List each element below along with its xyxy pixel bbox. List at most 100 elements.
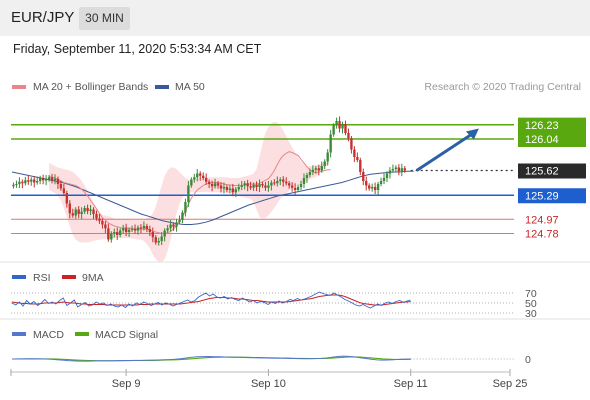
level-label-resistance: 126.04 [525, 134, 559, 146]
candle-body [273, 182, 276, 184]
candle-body [225, 187, 229, 190]
candle-body [290, 185, 294, 188]
forecast-arrow [415, 128, 479, 172]
legend-label-ma20: MA 20 + Bollinger Bands [33, 81, 148, 93]
candle-body [397, 167, 401, 172]
candle-body [276, 181, 279, 184]
macd-line [11, 355, 411, 362]
candle-body [98, 218, 101, 221]
candle-body [341, 124, 344, 129]
candle-body [314, 168, 318, 170]
candle-body [246, 183, 249, 187]
level-lines [11, 123, 514, 234]
candle-body [403, 168, 406, 171]
candles [12, 116, 406, 246]
rsi-tick-label: 70 [525, 288, 537, 300]
candle-body [142, 226, 146, 229]
legend-swatch-ma50 [155, 85, 169, 89]
candle-body [379, 181, 383, 184]
candle-body [308, 172, 312, 175]
legend-label-ma50: MA 50 [175, 81, 205, 93]
x-tick-label: Sep 11 [394, 378, 428, 390]
candle-body [47, 177, 51, 180]
candle-body [267, 185, 270, 188]
candle-body [362, 172, 365, 181]
candle-body [285, 181, 288, 184]
candle-body [335, 121, 338, 126]
macd-panel: 0 [11, 354, 531, 366]
candle-body [166, 228, 169, 231]
candle-body [193, 177, 196, 180]
timeframe-button[interactable]: 30 MIN [79, 7, 130, 30]
candle-body [287, 183, 291, 186]
candle-body [368, 185, 371, 189]
level-label-resistance: 126.23 [525, 120, 559, 132]
candle-body [391, 169, 395, 171]
candle-body [107, 228, 110, 240]
candle-body [282, 179, 285, 182]
candle-body [187, 185, 190, 202]
candle-body [77, 209, 80, 214]
candle-body [145, 226, 149, 229]
candle-body [184, 202, 187, 213]
candle-body [124, 228, 128, 232]
candle-body [175, 222, 178, 227]
datetime-label: Friday, September 11, 2020 5:53:34 AM CE… [13, 42, 262, 56]
candle-body [21, 181, 24, 184]
candle-body [210, 184, 214, 187]
candle-body [136, 227, 140, 231]
candle-body [33, 179, 36, 183]
candle-body [148, 229, 152, 232]
candle-body [121, 228, 125, 231]
macd-tick-label: 0 [525, 354, 531, 366]
candle-body [15, 184, 18, 185]
legend-swatch-rsi [12, 275, 26, 279]
candle-body [237, 187, 240, 190]
candle-body [83, 208, 86, 212]
candle-body [92, 209, 95, 214]
x-tick-label: Sep 25 [493, 378, 528, 390]
candle-body [130, 229, 134, 230]
candle-body [382, 178, 386, 181]
candle-body [376, 184, 380, 190]
candle-body [157, 241, 160, 243]
candle-body [163, 230, 166, 237]
candle-body [216, 183, 220, 186]
candle-body [181, 212, 184, 220]
candle-body [62, 188, 66, 193]
candle-body [394, 167, 398, 169]
rsi-ma-line [11, 294, 411, 306]
candle-body [95, 214, 98, 219]
candle-body [71, 213, 74, 216]
candle-body [326, 152, 329, 162]
candle-body [38, 178, 42, 181]
candle-body [243, 183, 246, 186]
candle-body [119, 230, 122, 235]
candle-body [240, 185, 243, 187]
candle-body [264, 185, 267, 188]
candle-body [338, 121, 341, 129]
candle-body [89, 209, 92, 211]
candle-body [305, 175, 309, 178]
credit-text: Research © 2020 Trading Central [424, 81, 581, 93]
candle-body [302, 178, 306, 184]
candle-body [296, 187, 300, 190]
level-label-pivot: 125.62 [525, 166, 559, 178]
candle-body [234, 189, 237, 193]
moving-averages [11, 151, 414, 234]
candle-body [311, 169, 315, 172]
candle-body [154, 237, 157, 243]
ma20-line [48, 151, 331, 234]
level-label-minor: 124.97 [525, 214, 559, 226]
legend-swatch-ma20 [12, 85, 26, 89]
legend-label-macd: MACD [33, 329, 64, 341]
legend-swatch-macd [12, 332, 26, 336]
candle-body [332, 125, 335, 135]
candle-body [160, 236, 163, 241]
candle-body [59, 184, 63, 189]
candle-body [24, 180, 27, 184]
legend-label-macd-signal: MACD Signal [95, 329, 158, 341]
candle-body [207, 181, 211, 184]
x-tick-label: Sep 9 [112, 378, 141, 390]
